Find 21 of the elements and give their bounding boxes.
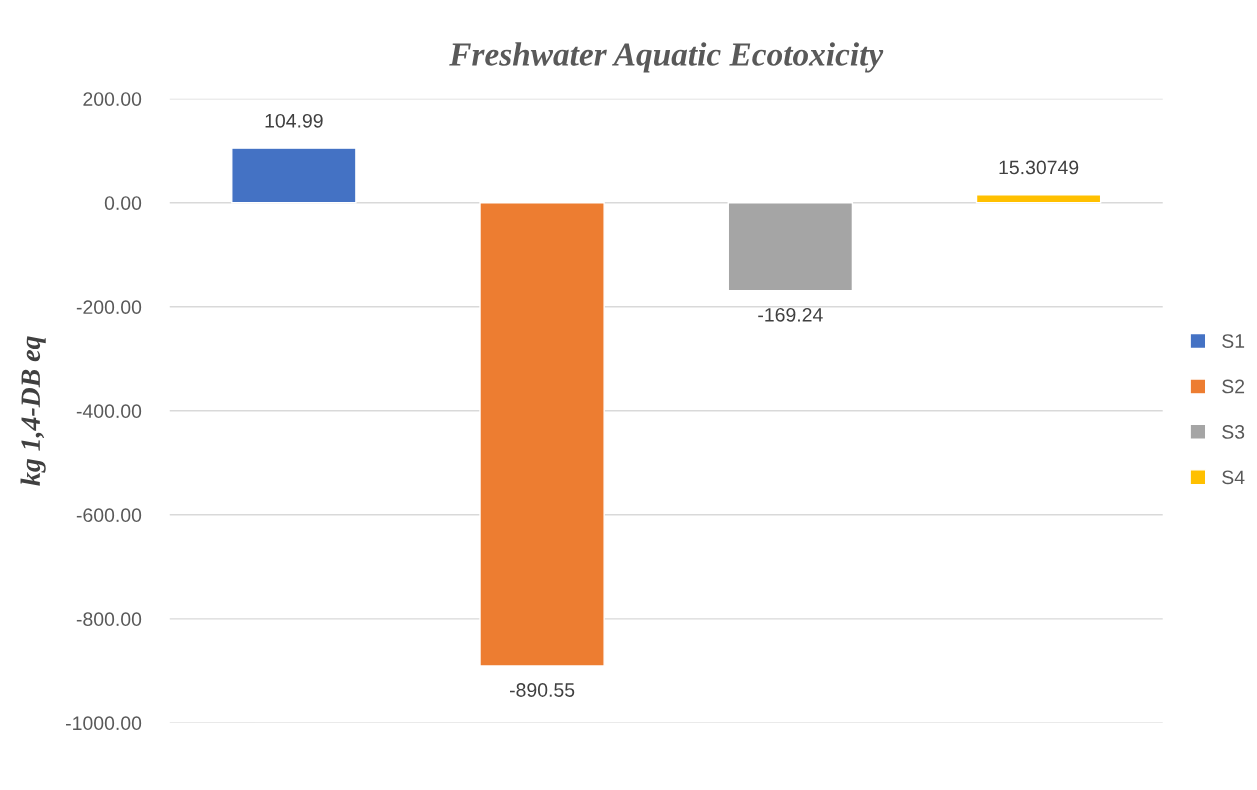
- bar: [479, 202, 605, 667]
- y-tick-label: -400.00: [76, 404, 142, 419]
- y-tick-label: -800.00: [76, 612, 142, 627]
- y-axis-title: kg 1,4-DB eq: [20, 336, 46, 486]
- data-label: 104.99: [265, 113, 323, 128]
- data-label: 15.30749: [999, 160, 1079, 175]
- chart-title: Freshwater Aquatic Ecotoxicity: [449, 42, 884, 73]
- y-tick-label: -1000.00: [66, 716, 142, 731]
- y-tick-label: 0.00: [104, 196, 142, 210]
- legend-label: S2: [1222, 379, 1245, 394]
- y-tick-label: 200.00: [83, 92, 142, 106]
- data-label: -890.55: [509, 683, 575, 697]
- data-label: -169.24: [758, 307, 823, 322]
- y-tick-label: -600.00: [76, 508, 142, 523]
- bar: [231, 147, 357, 204]
- bar: [727, 202, 854, 292]
- legend-label: S4: [1222, 470, 1245, 485]
- legend-label: S1: [1222, 334, 1245, 348]
- y-tick-label: -200.00: [76, 300, 142, 315]
- legend-label: S3: [1222, 425, 1245, 439]
- bar: [975, 194, 1102, 204]
